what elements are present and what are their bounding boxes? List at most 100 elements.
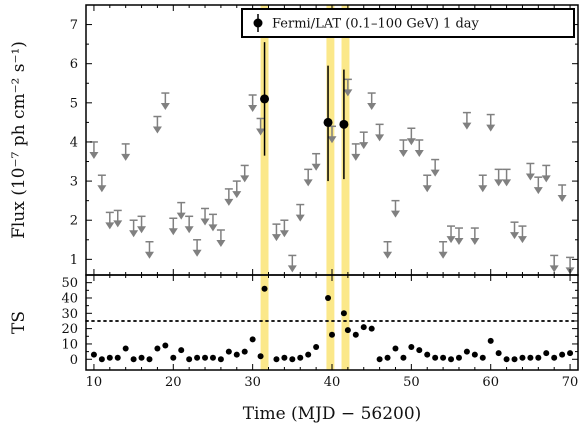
upper-limits-series	[89, 78, 575, 275]
upper-limit-arrow	[216, 229, 226, 247]
x-tick-label: 10	[86, 375, 103, 390]
upper-limit-head	[200, 218, 210, 226]
upper-limit-arrow	[184, 215, 194, 234]
upper-limit-arrow	[422, 174, 432, 193]
ts-point	[313, 344, 320, 351]
data-marks	[89, 42, 575, 363]
flux-y-tick-label: 2	[70, 214, 78, 229]
upper-limit-arrow	[533, 176, 543, 195]
upper-limit-arrow	[430, 158, 440, 177]
ts-point	[535, 354, 542, 361]
ts-point	[261, 285, 268, 292]
upper-limit-arrow	[105, 211, 115, 230]
upper-limit-head	[517, 236, 527, 244]
ts-point	[567, 350, 574, 357]
upper-limit-arrow	[494, 168, 504, 187]
upper-limit-arrow	[168, 217, 178, 236]
ts-point	[202, 354, 209, 361]
upper-limit-arrow	[406, 127, 416, 146]
upper-limit-arrow	[89, 141, 99, 159]
upper-limit-arrow	[129, 219, 139, 238]
highlight-bands	[260, 5, 350, 370]
upper-limit-head	[295, 214, 305, 222]
ts-y-tick-label: 20	[61, 322, 78, 337]
upper-limit-arrow	[192, 239, 202, 257]
ts-point	[122, 345, 129, 352]
upper-limit-head	[168, 228, 178, 236]
ts-point	[281, 354, 288, 361]
flux-y-tick-label: 3	[70, 175, 78, 190]
upper-limit-arrow	[398, 139, 408, 157]
flux-y-axis-title: Flux (10⁻⁷ ph cm⁻² s⁻¹)	[9, 41, 29, 239]
upper-limit-head	[343, 89, 353, 97]
upper-limit-head	[224, 198, 234, 206]
highlight-band	[341, 5, 350, 370]
upper-limit-head	[216, 240, 226, 247]
upper-limit-head	[446, 236, 456, 244]
upper-limit-arrow	[311, 152, 321, 171]
upper-limit-arrow	[232, 180, 242, 199]
upper-limit-head	[541, 175, 551, 183]
upper-limit-arrow	[295, 203, 305, 222]
x-tick-label: 40	[324, 375, 341, 390]
detection-marker	[260, 94, 270, 104]
ts-point	[416, 347, 423, 354]
ts-point	[170, 354, 177, 361]
upper-limit-head	[303, 179, 313, 187]
ts-point	[106, 354, 113, 361]
upper-limit-arrow	[351, 143, 361, 161]
upper-limit-arrow	[343, 78, 353, 97]
upper-limit-head	[184, 226, 194, 234]
upper-limit-arrow	[121, 143, 131, 161]
upper-limit-head	[494, 179, 504, 187]
ts-y-tick-label: 40	[61, 291, 78, 306]
upper-limit-head	[406, 138, 416, 146]
upper-limit-head	[438, 251, 448, 259]
legend-label: Fermi/LAT (0.1–100 GeV) 1 day	[272, 17, 480, 32]
upper-limit-arrow	[279, 219, 289, 238]
upper-limit-head	[359, 142, 369, 150]
ts-point	[305, 351, 312, 358]
upper-limit-head	[486, 124, 496, 132]
ts-point	[503, 356, 510, 363]
upper-limit-head	[271, 234, 281, 242]
ts-point	[424, 351, 431, 358]
ts-point	[329, 331, 335, 338]
upper-limit-head	[327, 136, 337, 144]
upper-limit-arrow	[502, 168, 512, 187]
upper-limit-arrow	[486, 113, 496, 132]
axis-ticks	[86, 5, 578, 370]
ts-point	[90, 351, 97, 358]
upper-limit-head	[383, 251, 393, 259]
ts-point	[233, 351, 240, 358]
upper-limit-head	[462, 122, 472, 130]
ts-point	[487, 337, 494, 344]
upper-limit-head	[525, 173, 535, 181]
ts-point	[249, 336, 256, 343]
upper-limit-head	[510, 232, 520, 240]
upper-limit-head	[240, 175, 250, 183]
ts-y-tick-label: 50	[61, 276, 78, 291]
upper-limit-arrow	[383, 240, 393, 259]
ts-point	[325, 294, 332, 301]
upper-limit-head	[232, 191, 242, 199]
detection-marker	[339, 119, 349, 129]
upper-limit-head	[367, 103, 377, 111]
upper-limit-head	[121, 153, 131, 161]
upper-limit-arrow	[557, 184, 567, 202]
upper-limit-head	[390, 210, 400, 218]
upper-limit-head	[105, 222, 115, 230]
upper-limit-arrow	[176, 201, 186, 220]
upper-limit-arrow	[256, 117, 266, 136]
x-tick-label: 20	[165, 375, 182, 390]
upper-limit-head	[422, 185, 432, 193]
ts-point	[455, 354, 462, 361]
upper-limit-head	[97, 185, 107, 193]
ts-point	[344, 327, 351, 334]
ts-point	[352, 331, 359, 338]
ts-point	[495, 350, 502, 357]
upper-limit-head	[533, 187, 543, 195]
upper-limit-head	[287, 265, 297, 273]
upper-limit-arrow	[287, 254, 297, 273]
